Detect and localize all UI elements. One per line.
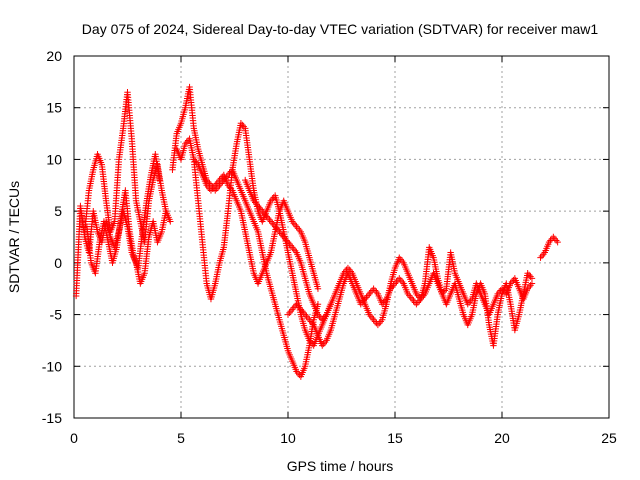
y-tick-label: 20	[46, 48, 62, 64]
data-point	[376, 319, 383, 327]
data-point	[550, 233, 557, 241]
y-tick-label: 10	[46, 151, 62, 167]
y-tick-label: 0	[54, 255, 62, 271]
data-point	[537, 254, 544, 261]
x-tick-label: 0	[70, 430, 78, 446]
x-axis-label: GPS time / hours	[287, 458, 394, 474]
series-track-c	[83, 151, 163, 277]
chart-title: Day 075 of 2024, Sidereal Day-to-day VTE…	[82, 21, 599, 37]
data-point	[528, 275, 536, 282]
data-point	[207, 187, 215, 194]
data-point	[216, 176, 223, 184]
data-point	[408, 295, 416, 303]
data-point	[527, 273, 534, 280]
data-point	[291, 221, 299, 229]
data-point	[371, 318, 379, 325]
data-point	[407, 294, 414, 301]
data-point	[441, 287, 449, 294]
x-tick-label: 25	[601, 430, 617, 446]
y-tick-label: 5	[54, 203, 62, 219]
series-track-f	[190, 156, 322, 292]
x-tick-label: 15	[387, 430, 403, 446]
data-point	[413, 301, 420, 308]
y-tick-label: 15	[46, 100, 62, 116]
data-point	[368, 314, 376, 322]
data-point	[370, 316, 377, 323]
data-point	[527, 282, 534, 289]
y-tick-label: -10	[42, 358, 62, 374]
y-tick-label: -15	[42, 410, 62, 426]
data-point	[346, 266, 353, 273]
data-point	[286, 309, 293, 317]
axis-ticks	[73, 55, 610, 419]
data-point	[273, 225, 280, 232]
data-point	[212, 182, 219, 189]
grid	[74, 56, 609, 418]
y-axis-label: SDTVAR / TECUs	[6, 181, 22, 293]
series-track-d	[169, 83, 322, 380]
data-point	[366, 290, 373, 298]
data-point	[290, 245, 297, 253]
data-point	[269, 220, 276, 227]
tick-labels: 0 5 10 15 20 25 -15 -10 -5 0 5 10 15 20	[42, 48, 617, 446]
series-track-e	[173, 120, 334, 349]
data-point	[554, 238, 561, 246]
data-point	[156, 176, 163, 184]
data-point	[314, 285, 322, 292]
data-point	[217, 175, 225, 182]
data-point	[209, 185, 216, 192]
data-point	[162, 207, 170, 215]
data-point	[213, 180, 220, 187]
data-point	[304, 314, 312, 322]
data-point	[167, 218, 174, 225]
y-tick-label: -5	[50, 307, 63, 323]
data-point	[267, 218, 275, 225]
data-point	[287, 307, 295, 315]
data-point	[397, 276, 404, 284]
data-point	[289, 306, 296, 313]
data-points	[72, 83, 561, 380]
series-track-h	[284, 244, 536, 349]
data-point	[396, 275, 403, 282]
x-tick-label: 20	[494, 430, 510, 446]
data-point	[371, 287, 379, 294]
data-point	[553, 237, 560, 244]
x-tick-label: 5	[177, 430, 185, 446]
data-point	[289, 244, 296, 251]
data-point	[294, 225, 302, 232]
series-track-b	[81, 89, 170, 246]
data-point	[414, 299, 422, 306]
data-point	[284, 311, 292, 318]
data-point	[551, 235, 558, 242]
data-point	[538, 252, 546, 260]
data-point	[367, 288, 374, 296]
data-point	[374, 321, 382, 329]
data-point	[410, 297, 417, 304]
x-tick-label: 10	[280, 430, 296, 446]
series-track-i	[537, 233, 561, 261]
data-point	[370, 285, 377, 292]
data-point	[214, 178, 222, 186]
data-point	[210, 183, 218, 191]
data-point	[293, 223, 300, 230]
plot-frame	[73, 55, 610, 419]
